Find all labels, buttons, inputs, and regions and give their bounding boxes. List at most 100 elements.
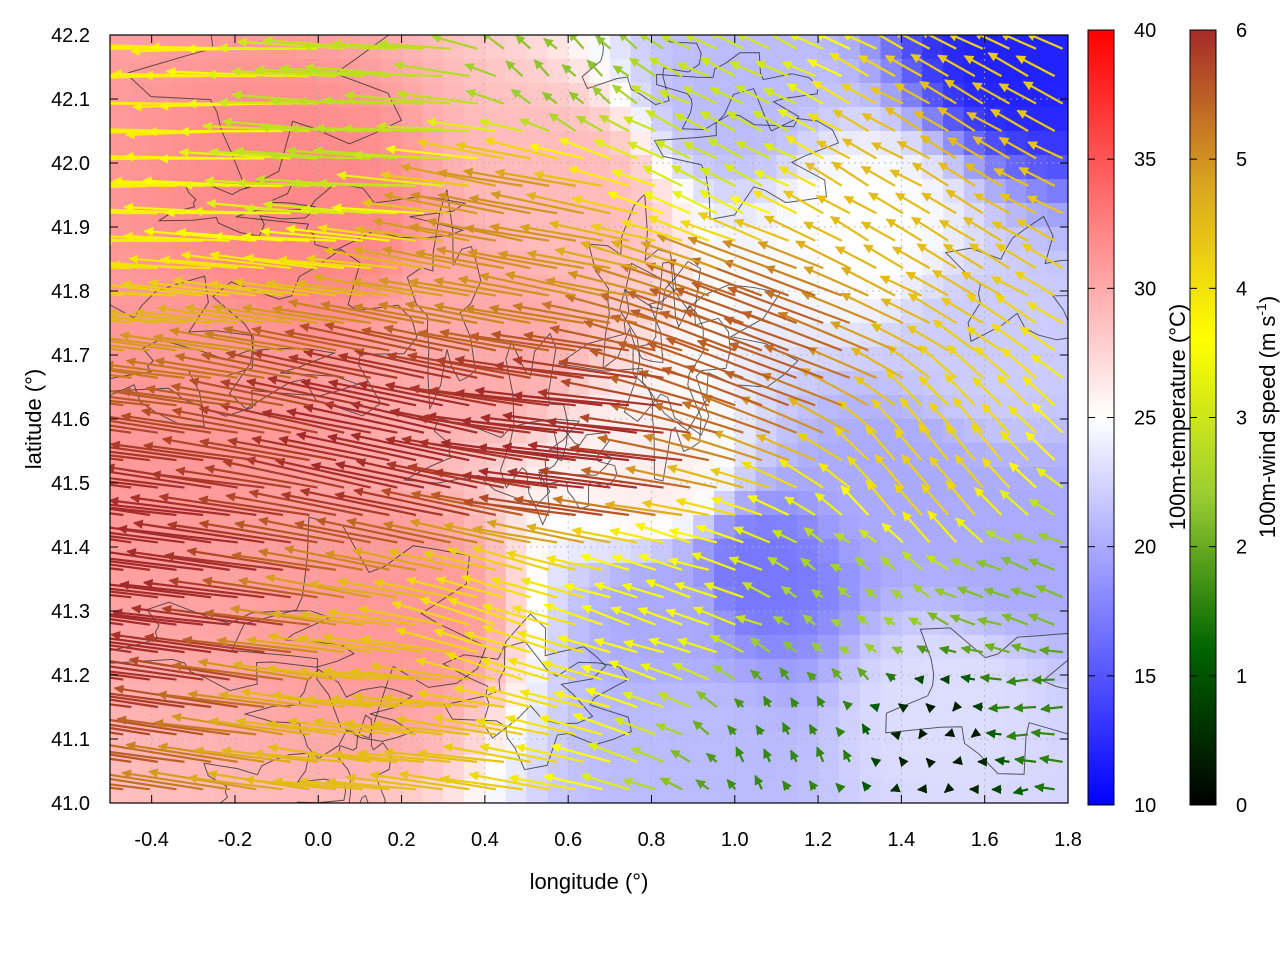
temperature-cell bbox=[859, 539, 882, 564]
wind-arrow bbox=[811, 80, 851, 105]
wind-arrow bbox=[345, 773, 443, 791]
wind-arrow bbox=[669, 749, 691, 763]
wind-arrow bbox=[110, 698, 159, 709]
wind-arrow bbox=[931, 269, 976, 297]
temperature-cell bbox=[339, 755, 361, 780]
wind-arrow bbox=[463, 631, 531, 654]
wind-arrow bbox=[699, 110, 736, 132]
temperature-cell bbox=[359, 107, 382, 132]
contour-line bbox=[212, 248, 418, 417]
wind-arrow bbox=[198, 438, 310, 462]
wind-arrow bbox=[369, 662, 470, 681]
temperature-cell bbox=[422, 131, 444, 156]
temperature-cell bbox=[484, 755, 507, 780]
temperature-cell bbox=[880, 179, 902, 204]
wind-arrow bbox=[752, 190, 798, 215]
wind-arrow bbox=[671, 662, 710, 681]
wind-arrow bbox=[110, 786, 124, 791]
wind-arrow bbox=[874, 453, 904, 489]
wind-arrow bbox=[110, 315, 185, 325]
temperature-cell bbox=[401, 731, 423, 756]
temperature-cell bbox=[797, 35, 819, 60]
wind-arrow bbox=[235, 178, 337, 188]
wind-arrow bbox=[890, 731, 902, 741]
temperature-cell bbox=[818, 251, 840, 276]
wind-arrow bbox=[837, 586, 851, 599]
wind-arrow bbox=[462, 167, 550, 187]
wind-vectors bbox=[110, 35, 1064, 796]
temperature-cell bbox=[901, 179, 923, 204]
wind-arrow bbox=[906, 325, 949, 352]
wind-arrow bbox=[864, 588, 878, 599]
wind-arrow bbox=[371, 719, 470, 736]
wind-arrow bbox=[382, 693, 478, 709]
wind-arrow bbox=[944, 373, 976, 407]
wind-arrow bbox=[637, 553, 683, 571]
wind-arrow bbox=[507, 467, 638, 489]
temperature-cell bbox=[297, 131, 319, 156]
temperature-cell bbox=[1047, 59, 1068, 84]
temperature-cell bbox=[880, 659, 902, 684]
wind-arrow bbox=[437, 191, 531, 215]
wind-arrow bbox=[972, 376, 1003, 407]
temperature-cell bbox=[901, 635, 923, 660]
temperature-cell bbox=[464, 731, 486, 756]
wind-arrow bbox=[543, 602, 603, 626]
wind-arrow bbox=[842, 749, 852, 763]
wind-arrow bbox=[110, 454, 151, 462]
wind-arrow bbox=[383, 324, 497, 352]
wind-arrow bbox=[261, 409, 371, 434]
wind-arrow bbox=[359, 635, 451, 654]
temperature-cell bbox=[255, 155, 278, 180]
wind-arrow bbox=[323, 321, 443, 352]
temperature-cell bbox=[589, 35, 611, 60]
wind-arrow bbox=[613, 717, 656, 736]
wind-arrow bbox=[296, 634, 398, 654]
temperature-cell bbox=[193, 203, 215, 228]
temperature-cell bbox=[672, 131, 694, 156]
wind-arrow bbox=[110, 744, 212, 763]
wind-arrow bbox=[433, 302, 531, 325]
colorbar-tick-label: 15 bbox=[1134, 666, 1156, 688]
temperature-cell bbox=[443, 611, 465, 636]
wind-arrow bbox=[682, 85, 718, 105]
wind-arrow bbox=[128, 656, 257, 681]
wind-arrow bbox=[231, 551, 337, 571]
wind-arrow bbox=[729, 61, 763, 78]
temperature-cell bbox=[1026, 635, 1048, 660]
wind-arrow bbox=[885, 218, 923, 242]
wind-arrow bbox=[277, 255, 371, 270]
wind-arrow bbox=[394, 715, 497, 736]
wind-arrow bbox=[850, 347, 904, 379]
wind-arrow bbox=[266, 719, 363, 736]
temperature-cell bbox=[922, 683, 944, 708]
wind-arrow bbox=[321, 666, 417, 681]
temperature-cell bbox=[776, 491, 798, 516]
wind-arrow bbox=[918, 80, 957, 105]
wind-arrow bbox=[110, 637, 212, 654]
wind-arrow bbox=[110, 526, 212, 544]
temperature-cell bbox=[1005, 707, 1027, 732]
wind-arrow bbox=[122, 231, 230, 242]
wind-arrow bbox=[541, 300, 638, 325]
wind-arrow bbox=[121, 769, 230, 791]
temperature-cell bbox=[693, 563, 715, 588]
wind-arrow bbox=[593, 637, 638, 654]
temperature-cell bbox=[589, 635, 611, 660]
wind-arrow bbox=[269, 151, 371, 161]
temperature-cell bbox=[443, 731, 465, 756]
temperature-cell bbox=[214, 59, 236, 84]
wind-arrow bbox=[385, 460, 505, 489]
temperature-cell bbox=[1047, 419, 1068, 444]
wind-arrow bbox=[727, 286, 824, 325]
wind-arrow bbox=[612, 65, 630, 78]
wind-arrow bbox=[110, 723, 177, 736]
temperature-cell bbox=[110, 131, 132, 156]
temperature-cell bbox=[110, 155, 132, 180]
wind-arrow bbox=[676, 637, 718, 654]
x-tick-label: 1.2 bbox=[804, 829, 832, 851]
y-tick-label: 42.0 bbox=[51, 153, 90, 175]
wind-arrow bbox=[168, 326, 284, 352]
wind-arrow bbox=[991, 221, 1029, 242]
temperature-cell bbox=[713, 731, 736, 756]
